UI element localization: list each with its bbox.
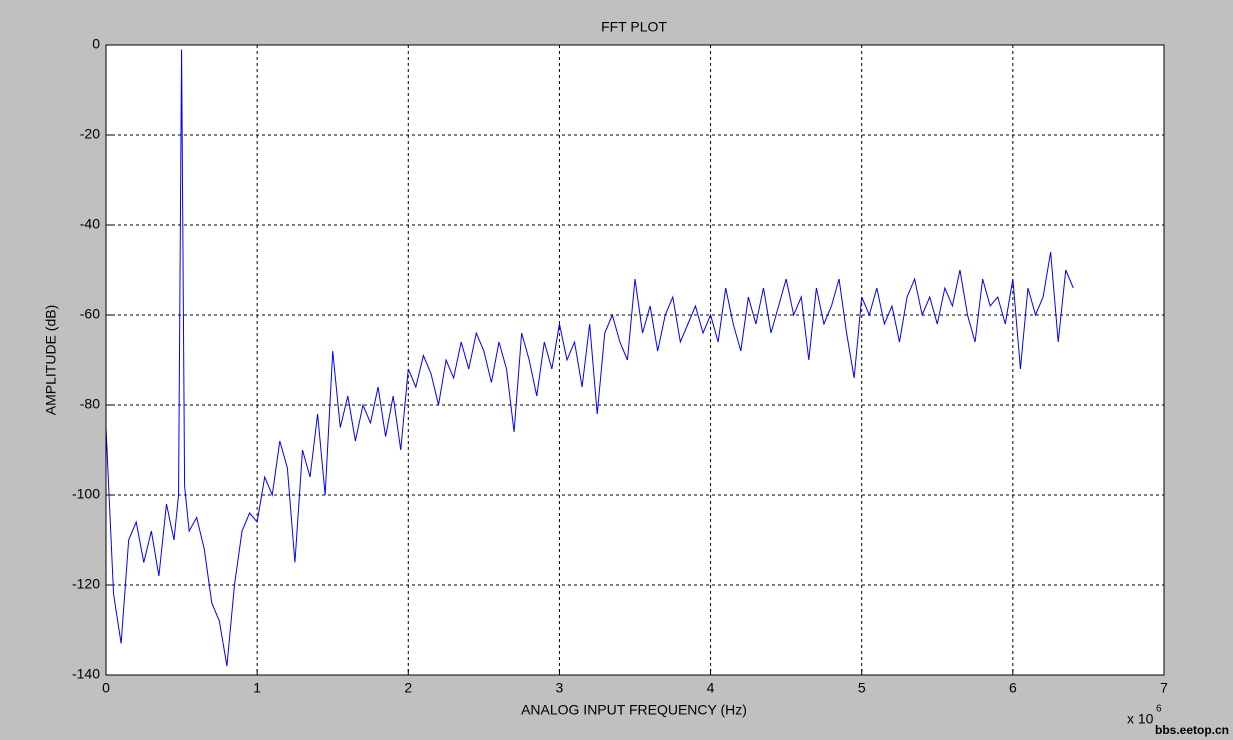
- x-tick-label: 7: [1160, 680, 1168, 696]
- x-tick-label: 4: [707, 680, 715, 696]
- axes-frame: [105, 44, 1165, 676]
- x-multiplier-exponent: 6: [1156, 704, 1162, 715]
- x-tick-label: 6: [1009, 680, 1017, 696]
- watermark: bbs.eetop.cn: [1155, 723, 1229, 737]
- y-tick-label: -100: [72, 486, 100, 502]
- y-tick-label: -80: [80, 396, 100, 412]
- x-multiplier: x 10: [1127, 711, 1154, 727]
- y-tick-label: 0: [92, 36, 100, 52]
- x-axis-label: ANALOG INPUT FREQUENCY (Hz): [521, 702, 747, 718]
- x-tick-label: 0: [102, 680, 110, 696]
- x-tick-label: 5: [858, 680, 866, 696]
- y-tick-label: -20: [80, 126, 100, 142]
- data-line: [105, 49, 1074, 667]
- y-tick-label: -60: [80, 306, 100, 322]
- y-tick-label: -120: [72, 576, 100, 592]
- y-tick-label: -40: [80, 216, 100, 232]
- y-tick-label: -140: [72, 666, 100, 682]
- x-tick-label: 1: [253, 680, 261, 696]
- y-axis-label: AMPLITUDE (dB): [43, 305, 59, 415]
- chart-title: FFT PLOT: [601, 19, 667, 35]
- x-tick-label: 2: [404, 680, 412, 696]
- x-tick-label: 3: [556, 680, 564, 696]
- plot-area: [106, 45, 1164, 675]
